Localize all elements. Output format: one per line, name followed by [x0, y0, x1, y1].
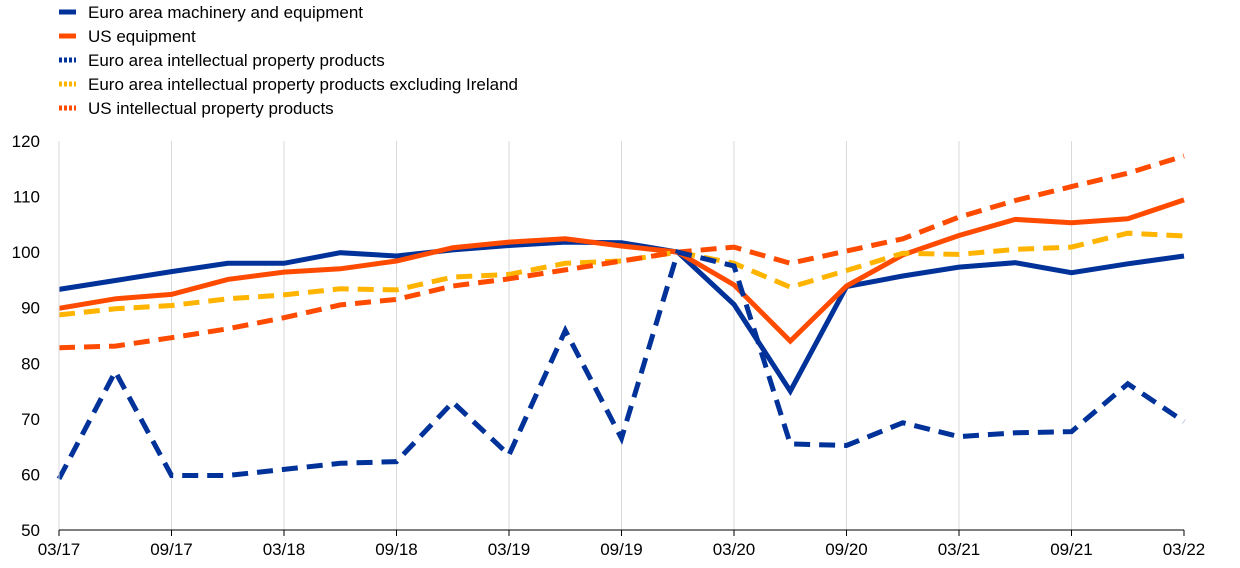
x-tick-label-03-21: 03/21 — [938, 540, 981, 559]
legend: Euro area machinery and equipment US equi… — [59, 3, 518, 118]
series-layer — [56, 153, 1186, 481]
y-tick-label-50: 50 — [21, 521, 40, 540]
x-tick-label-09-21: 09/21 — [1050, 540, 1093, 559]
x-tick-label-03-18: 03/18 — [263, 540, 306, 559]
y-axis-ticks: 50 60 70 80 90 100 110 120 — [12, 132, 40, 540]
y-tick-label-90: 90 — [21, 299, 40, 318]
y-tick-label-70: 70 — [21, 410, 40, 429]
series-line-euro-area-intellectual-property-products-excluding-ireland — [58, 230, 1185, 318]
y-tick-label-120: 120 — [12, 132, 40, 151]
x-tick-label-09-19: 09/19 — [600, 540, 643, 559]
x-tick-label-03-19: 03/19 — [488, 540, 531, 559]
legend-label-euro-area-machinery-and-equipment: Euro area machinery and equipment — [88, 3, 363, 22]
series-line-us-intellectual-property-products — [58, 153, 1185, 351]
y-tick-label-80: 80 — [21, 354, 40, 373]
x-tick-label-09-18: 09/18 — [375, 540, 418, 559]
legend-label-us-intellectual-property-products: US intellectual property products — [88, 99, 334, 118]
x-tick-label-09-20: 09/20 — [825, 540, 868, 559]
x-tick-label-03-22: 03/22 — [1163, 540, 1206, 559]
x-tick-label-03-20: 03/20 — [713, 540, 756, 559]
legend-item-us-equipment: US equipment — [59, 27, 196, 46]
x-tick-label-03-17: 03/17 — [38, 540, 81, 559]
legend-label-euro-area-intellectual-property-products: Euro area intellectual property products — [88, 51, 385, 70]
legend-item-us-intellectual-property-products: US intellectual property products — [59, 99, 334, 118]
legend-label-us-equipment: US equipment — [88, 27, 196, 46]
legend-item-euro-area-intellectual-property-products: Euro area intellectual property products — [59, 51, 385, 70]
legend-item-euro-area-intellectual-property-products-excluding-ireland: Euro area intellectual property products… — [59, 75, 518, 94]
y-tick-label-110: 110 — [13, 188, 40, 207]
series-line-us-equipment — [58, 197, 1185, 345]
grid — [171, 141, 1072, 530]
series-line-euro-area-intellectual-property-products — [56, 249, 1186, 481]
y-tick-label-60: 60 — [21, 465, 40, 484]
legend-label-euro-area-intellectual-property-products-excluding-ireland: Euro area intellectual property products… — [88, 75, 518, 94]
x-axis-ticks: 03/17 09/17 03/18 09/18 03/19 09/19 03/20 09/20… — [38, 530, 1206, 559]
x-tick-label-09-17: 09/17 — [150, 540, 193, 559]
legend-item-euro-area-machinery-and-equipment: Euro area machinery and equipment — [59, 3, 363, 22]
series-line-euro-area-machinery-and-equipment — [58, 239, 1185, 397]
y-tick-label-100: 100 — [12, 243, 40, 262]
